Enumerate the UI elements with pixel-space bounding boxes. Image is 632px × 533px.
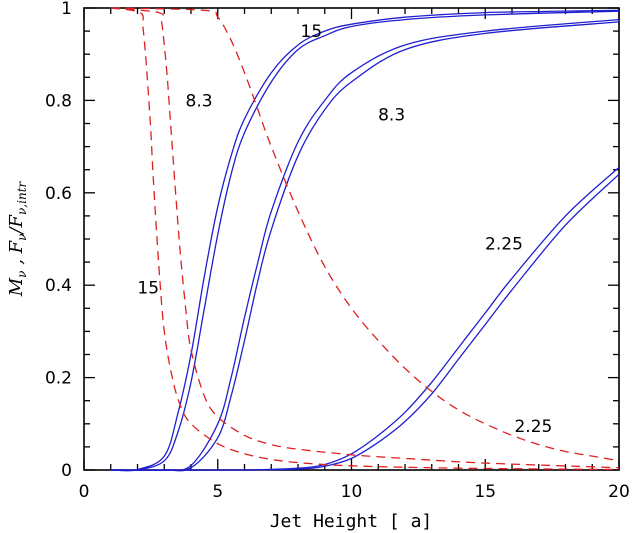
solid-curve <box>110 21 620 472</box>
y-axis-title: Mν , Fν/Fν,intr <box>6 180 29 297</box>
x-tick-label: 5 <box>212 482 223 502</box>
curve-annotation: 15 <box>301 22 323 42</box>
series-group <box>110 7 620 472</box>
y-tick-label: 0 <box>61 461 72 481</box>
y-title-nuintr: ν,intr <box>15 180 29 214</box>
x-tick-label: 0 <box>79 482 90 502</box>
y-title-f: F <box>6 239 27 254</box>
y-tick-label: 0.8 <box>45 91 72 111</box>
dashed-curve <box>110 7 620 471</box>
dashed-curve <box>110 7 620 469</box>
curve-annotation: 8.3 <box>186 91 213 111</box>
y-tick-label: 0.6 <box>45 184 72 204</box>
y-title-f2: F <box>6 213 27 228</box>
curve-annotation: 2.25 <box>514 417 552 437</box>
plot-frame <box>83 7 620 471</box>
annotations: 15 8.3 8.3 2.25 15 2.25 <box>137 22 552 437</box>
solid-curve <box>110 9 620 472</box>
y-tick-labels: 0 0.2 0.4 0.6 0.8 1 <box>45 0 72 481</box>
x-tick-label: 15 <box>474 482 496 502</box>
y-tick-label: 0.4 <box>45 276 72 296</box>
dashed-curve <box>110 7 620 462</box>
curve-annotation: 15 <box>137 279 159 299</box>
y-title-m: M <box>6 277 27 297</box>
solid-curve <box>110 10 620 472</box>
x-tick-label: 20 <box>608 482 630 502</box>
curve-annotation: 2.25 <box>485 235 523 255</box>
y-tick-label: 1 <box>61 0 72 19</box>
curve-annotation: 8.3 <box>378 105 405 125</box>
x-axis-title: Jet Height [ a] <box>270 511 433 532</box>
y-title-slash: / <box>6 226 27 236</box>
x-tick-labels: 0 5 10 15 20 <box>79 482 630 502</box>
solid-curve <box>110 173 620 471</box>
y-title-nu: ν <box>15 271 29 278</box>
y-tick-label: 0.2 <box>45 369 72 389</box>
solid-curve <box>110 18 620 472</box>
x-tick-label: 10 <box>341 482 363 502</box>
y-title-nu2: ν <box>15 234 29 241</box>
ticks <box>83 7 620 471</box>
y-title-comma: , <box>6 253 27 270</box>
